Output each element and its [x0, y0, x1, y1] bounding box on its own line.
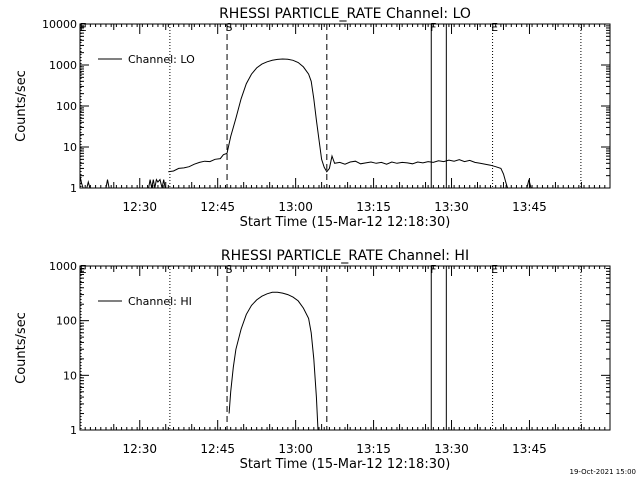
marker-label: E — [80, 263, 87, 276]
marker-label: S — [226, 21, 233, 34]
marker-label: E — [491, 263, 498, 276]
x-tick-label: 13:00 — [278, 200, 313, 214]
series-line — [168, 58, 509, 189]
x-tick-label: 13:15 — [356, 442, 391, 456]
y-tick-label: 100 — [56, 100, 77, 113]
x-tick-label: 13:45 — [512, 200, 547, 214]
y-tick-label: 1 — [70, 424, 77, 437]
plot-frame — [79, 23, 611, 189]
x-tick-label: 13:15 — [356, 200, 391, 214]
plot-frame — [79, 265, 611, 431]
marker-label: E — [491, 21, 498, 34]
y-tick-label: 10 — [63, 369, 77, 382]
series-line — [86, 180, 91, 189]
y-axis-label: Counts/sec — [14, 70, 29, 142]
marker-label: E — [80, 21, 87, 34]
y-tick-label: 10 — [63, 141, 77, 154]
x-tick-label: 12:45 — [200, 200, 235, 214]
series-line — [105, 179, 110, 189]
series-line — [79, 175, 84, 189]
hi-channel-plot: RHESSI PARTICLE_RATE Channel: HI 1 10 100 10… — [14, 248, 611, 472]
x-axis-label: Start Time (15-Mar-12 12:18:30) — [240, 215, 451, 230]
y-tick-label: 1 — [70, 182, 77, 195]
y-tick-label: 10000 — [42, 18, 77, 31]
lo-channel-plot: RHESSI PARTICLE_RATE Channel: LO 1 10 100 10… — [14, 6, 611, 230]
x-tick-label: 12:45 — [200, 442, 235, 456]
series-line — [526, 179, 532, 189]
y-tick-label: 1000 — [49, 59, 77, 72]
x-tick-label: 12:30 — [122, 442, 157, 456]
x-tick-label: 13:30 — [434, 442, 469, 456]
x-tick-label: 13:45 — [512, 442, 547, 456]
x-tick-label: 12:30 — [122, 200, 157, 214]
x-tick-label: 13:00 — [278, 442, 313, 456]
x-axis-label: Start Time (15-Mar-12 12:18:30) — [240, 457, 451, 472]
marker-label: F — [430, 263, 436, 276]
series-line — [228, 291, 319, 431]
marker-label: S — [226, 263, 233, 276]
marker-label: F — [430, 21, 436, 34]
series-line — [148, 178, 166, 189]
x-tick-label: 13:30 — [434, 200, 469, 214]
chart-title: RHESSI PARTICLE_RATE Channel: HI — [221, 248, 469, 264]
legend-entry: Channel: HI — [128, 295, 192, 308]
footer-timestamp: 19-Oct-2021 15:00 — [570, 468, 636, 476]
legend-entry: Channel: LO — [128, 53, 195, 66]
y-axis-label: Counts/sec — [14, 312, 29, 384]
y-tick-label: 1000 — [49, 260, 77, 273]
y-tick-label: 100 — [56, 315, 77, 328]
chart-title: RHESSI PARTICLE_RATE Channel: LO — [219, 6, 471, 22]
